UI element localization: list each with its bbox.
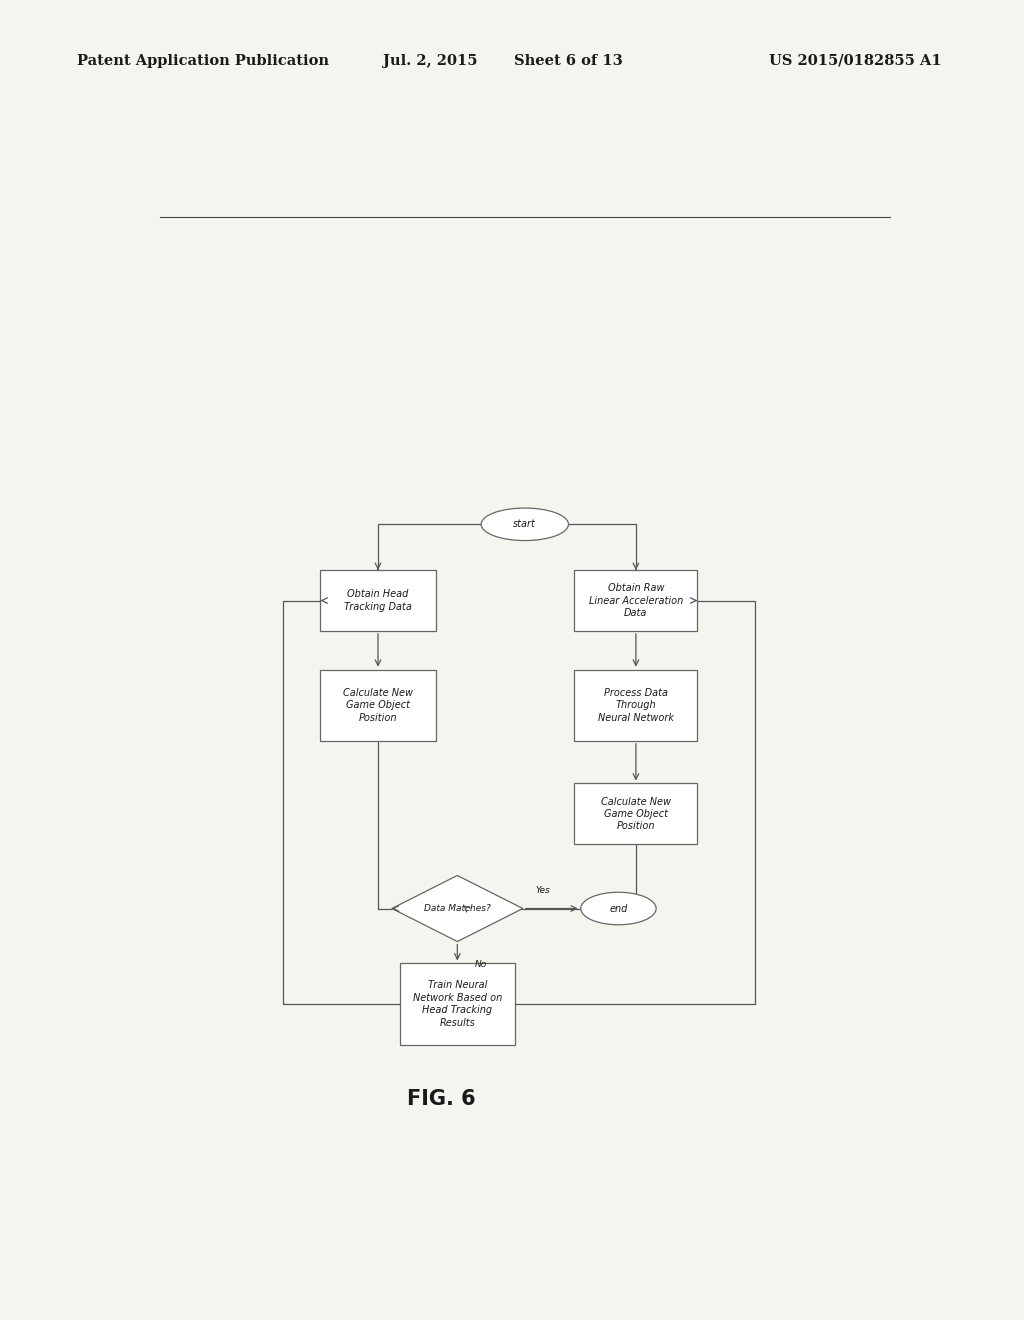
- Text: Train Neural
Network Based on
Head Tracking
Results: Train Neural Network Based on Head Track…: [413, 981, 502, 1028]
- Bar: [321, 669, 435, 741]
- Ellipse shape: [481, 508, 568, 541]
- Bar: [574, 570, 697, 631]
- Text: US 2015/0182855 A1: US 2015/0182855 A1: [769, 54, 942, 67]
- Text: Obtain Raw
Linear Acceleration
Data: Obtain Raw Linear Acceleration Data: [589, 583, 683, 618]
- Bar: [574, 784, 697, 845]
- Bar: [574, 669, 697, 741]
- Text: Data Matches?: Data Matches?: [424, 904, 490, 913]
- Text: start: start: [513, 519, 537, 529]
- Bar: [321, 570, 435, 631]
- Text: FIG. 6: FIG. 6: [408, 1089, 476, 1109]
- Text: Calculate New
Game Object
Position: Calculate New Game Object Position: [601, 796, 671, 832]
- Polygon shape: [392, 875, 523, 941]
- Text: Patent Application Publication: Patent Application Publication: [77, 54, 329, 67]
- Text: No: No: [475, 960, 487, 969]
- Bar: [399, 964, 515, 1044]
- Text: Sheet 6 of 13: Sheet 6 of 13: [514, 54, 623, 67]
- Text: Obtain Head
Tracking Data: Obtain Head Tracking Data: [344, 589, 412, 611]
- Text: end: end: [609, 903, 628, 913]
- Text: Calculate New
Game Object
Position: Calculate New Game Object Position: [343, 688, 413, 722]
- Text: Yes: Yes: [536, 886, 550, 895]
- Ellipse shape: [581, 892, 656, 925]
- Text: Process Data
Through
Neural Network: Process Data Through Neural Network: [598, 688, 674, 722]
- Text: Jul. 2, 2015: Jul. 2, 2015: [383, 54, 477, 67]
